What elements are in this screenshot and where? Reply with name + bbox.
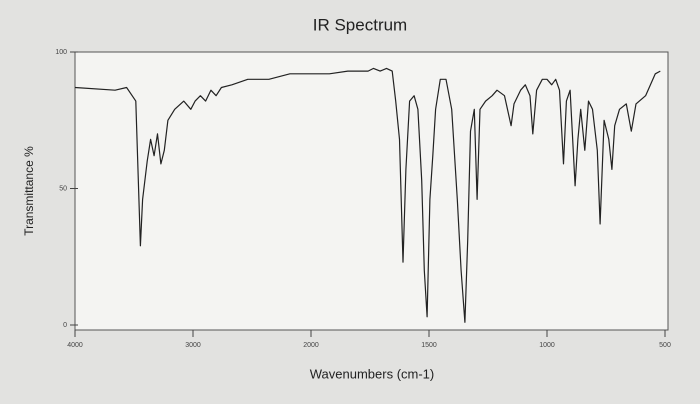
x-tick-label: 3000 [185,342,201,349]
x-tick-label: 2000 [303,342,319,349]
plot-frame [74,51,669,331]
x-tick-label: 1500 [421,342,437,349]
x-tick-label: 500 [659,342,671,349]
y-tick-label: 50 [59,185,67,192]
x-tick-label: 4000 [67,342,83,349]
spectrum-line [74,67,661,323]
y-tick-label: 100 [55,49,67,56]
chart-title: IR Spectrum [313,15,407,34]
x-tick-label: 1000 [539,342,555,349]
y-axis-label: Transmittance % [22,146,36,236]
x-axis-label: Wavenumbers (cm-1) [310,366,434,381]
y-tick-label: 0 [63,322,67,329]
